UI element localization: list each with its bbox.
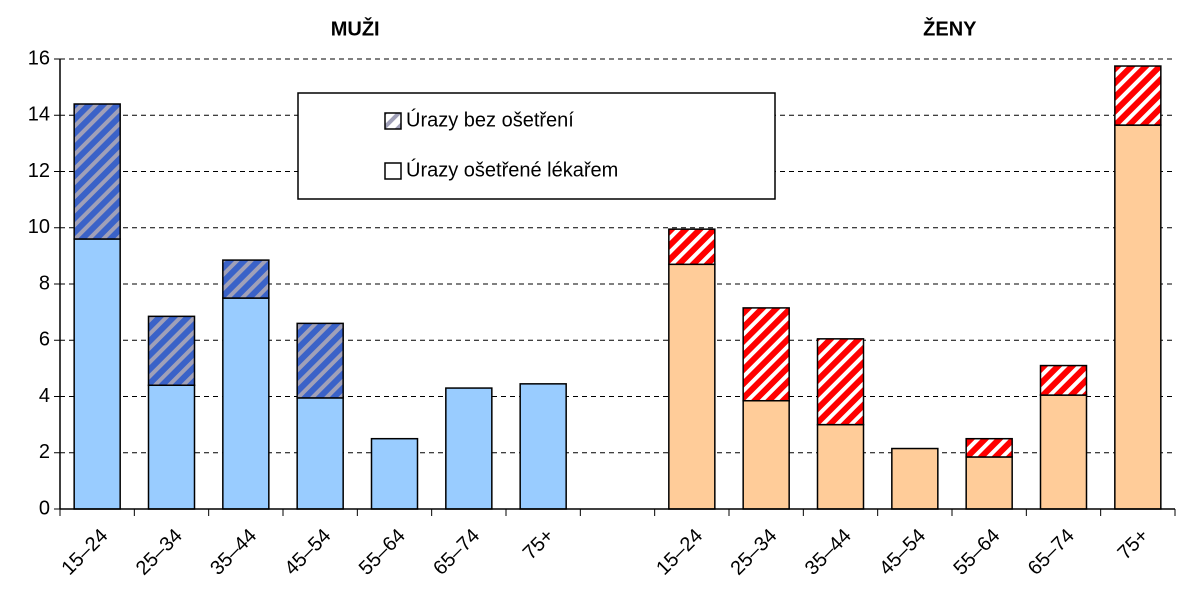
x-tick-label: 35–44 [801, 525, 856, 580]
bar-segment [1039, 364, 1088, 396]
x-tick-label: 45–54 [281, 525, 336, 580]
bar-segment [73, 103, 121, 240]
bar-segment [668, 263, 716, 510]
x-tick-label: 25–34 [727, 525, 782, 580]
y-tick-label: 8 [39, 272, 50, 294]
legend: Úrazy bez ošetření Úrazy ošetřené lékařem [297, 92, 776, 200]
bar-segment [891, 447, 939, 510]
bar-segment [370, 437, 419, 510]
legend-box [297, 92, 776, 200]
y-tick-label: 6 [39, 329, 50, 351]
bar-segment [296, 322, 344, 399]
bar-segment [816, 338, 865, 426]
y-tick-label: 0 [39, 497, 50, 519]
x-tick-label: 15–24 [58, 525, 113, 580]
x-tick-label: 25–34 [132, 525, 187, 580]
bar-segment [742, 399, 790, 510]
y-tick-label: 4 [39, 385, 50, 407]
group-title: ŽENY [923, 16, 977, 40]
bar-segment [668, 228, 716, 266]
x-tick-label: 45–54 [875, 525, 930, 580]
y-tick-label: 14 [28, 104, 50, 126]
x-tick-label: 55–64 [950, 525, 1005, 580]
legend-swatch [384, 112, 402, 130]
bar-segment [965, 456, 1013, 510]
x-tick-label: 65–74 [429, 525, 484, 580]
x-tick-label: 75+ [519, 525, 559, 565]
x-tick-label: 15–24 [652, 525, 707, 580]
bar-segment [222, 259, 270, 299]
legend-swatch [384, 162, 402, 180]
bars [73, 65, 1162, 510]
y-tick-label: 10 [28, 216, 50, 238]
bar-segment [1114, 65, 1162, 126]
x-tick-label: 55–64 [355, 525, 410, 580]
legend-label: Úrazy ošetřené lékařem [406, 158, 618, 181]
y-tick-label: 12 [28, 160, 50, 182]
bar-segment [147, 384, 196, 510]
bar-segment [296, 397, 344, 510]
group-title: MUŽI [331, 16, 380, 40]
y-tick-label: 16 [28, 47, 50, 69]
bar-segment [1114, 124, 1162, 510]
x-tick-label: 65–74 [1024, 525, 1079, 580]
x-tick-label: 35–44 [206, 525, 261, 580]
bar-segment [445, 387, 493, 510]
bar-segment [73, 238, 121, 510]
bar-segment [222, 297, 270, 510]
bar-segment [1039, 394, 1088, 510]
x-tick-label: 75+ [1114, 525, 1154, 565]
bar-segment [816, 423, 865, 510]
y-tick-label: 2 [39, 441, 50, 463]
legend-label: Úrazy bez ošetření [406, 108, 574, 131]
bar-segment [742, 307, 790, 402]
bar-segment [519, 383, 567, 510]
bar-segment [147, 315, 196, 386]
bar-segment [965, 437, 1013, 458]
